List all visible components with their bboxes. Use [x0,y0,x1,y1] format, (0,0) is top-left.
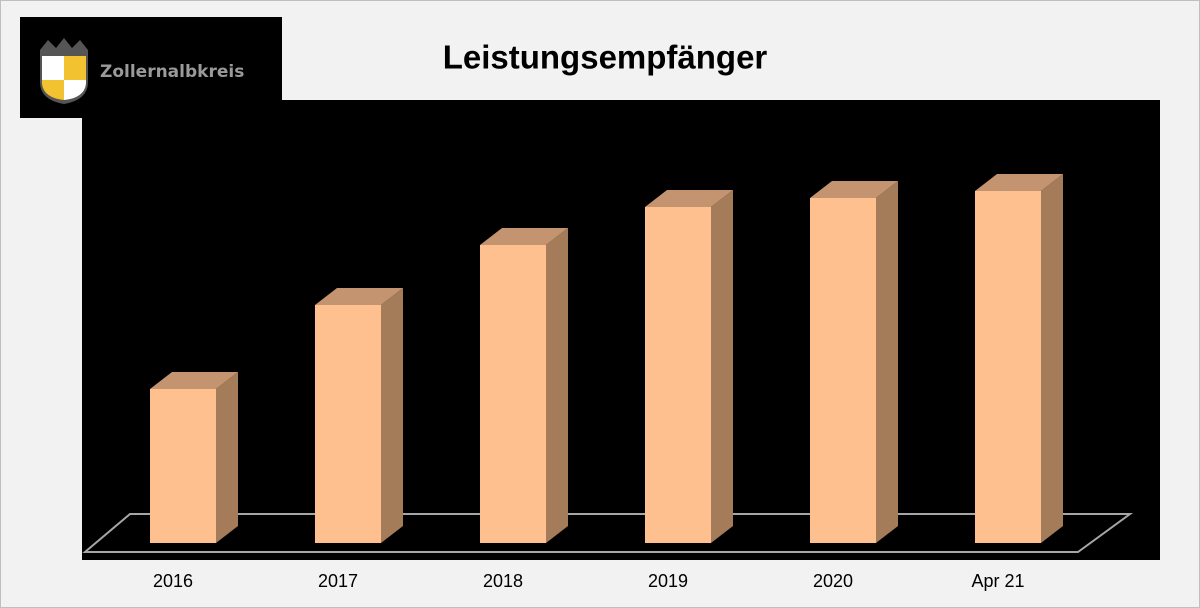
bar [150,389,216,543]
bar-side [216,372,238,543]
x-tick-label: Apr 21 [971,571,1024,591]
bar-top [315,288,403,305]
logo-shield [40,38,88,104]
x-tick-label: 2016 [153,571,193,591]
bar-top [645,190,733,207]
bar-side [1041,174,1063,543]
bar [810,198,876,543]
bar-top [480,228,568,245]
bar-side [546,228,568,543]
bar-top [810,181,898,198]
x-tick-label: 2020 [813,571,853,591]
bar [645,207,711,543]
floor [82,513,1134,553]
bar [315,305,381,543]
bar-top [150,372,238,389]
x-tick-label: 2018 [483,571,523,591]
x-tick-label: 2017 [318,571,358,591]
bar [975,191,1041,543]
bar-top [975,174,1063,191]
bar-side [711,190,733,543]
logo-text: Zollernalbkreis [100,62,244,82]
bar [480,245,546,543]
bar-side [381,288,403,543]
bar-side [876,181,898,543]
x-tick-label: 2019 [648,571,688,591]
chart-title: Leistungsempfänger [443,39,768,76]
